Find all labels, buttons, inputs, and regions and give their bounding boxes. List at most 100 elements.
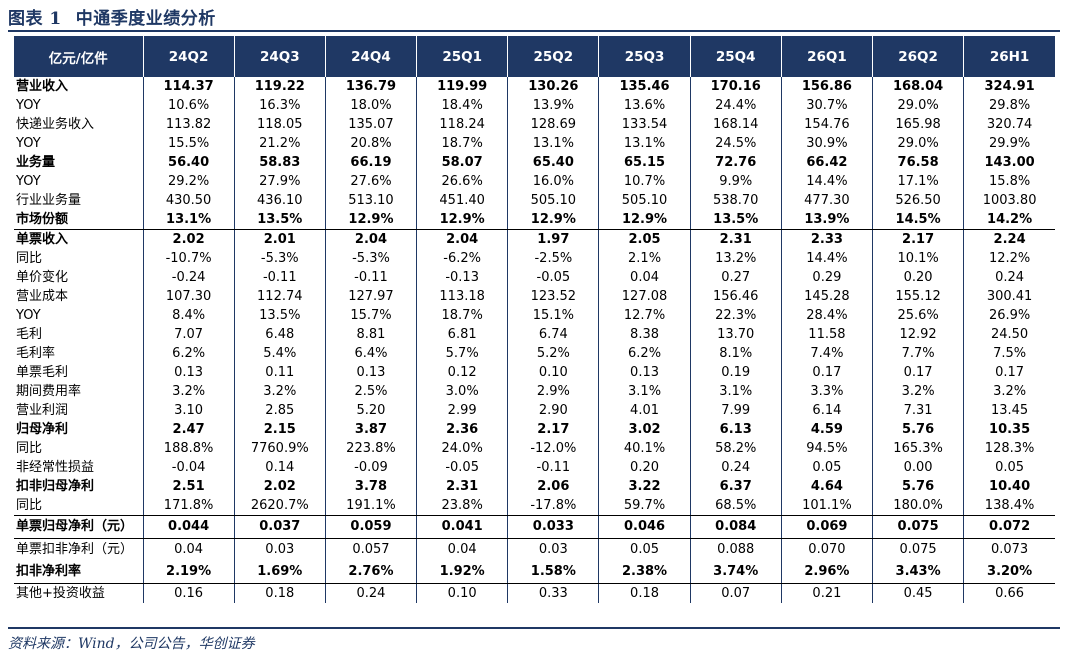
table-cell: 2.85: [233, 401, 326, 420]
top-rule: [8, 30, 1060, 32]
table-cell: -0.11: [507, 458, 599, 477]
row-label: 单价变化: [16, 270, 69, 285]
table-cell: 2.24: [963, 229, 1055, 249]
table-cell: 5.4%: [233, 344, 326, 363]
table-cell: 59.7%: [598, 496, 691, 516]
table-cell: 2.17: [507, 420, 599, 439]
table-cell: -0.11: [233, 268, 326, 287]
table-row: 单票收入 2.02 2.01 2.04 2.04 1.97 2.05 2.31 2.33 2.17…: [14, 229, 1055, 249]
table-row: 其他+投资收益 0.16 0.18 0.24 0.10 0.33 0.18 0.07 0.21 0…: [14, 583, 1055, 603]
table-cell: 10.40: [963, 477, 1055, 496]
table-cell: -0.24: [142, 268, 235, 287]
table-cell: 127.08: [598, 287, 691, 306]
table-cell: 20.8%: [324, 134, 417, 153]
table-cell: 76.58: [871, 153, 964, 172]
table-row: 市场份额 13.1% 13.5% 12.9% 12.9% 12.9% 12.9% 13.5% 1…: [14, 210, 1055, 230]
table-cell: 3.20%: [963, 561, 1055, 584]
table-cell: 12.9%: [507, 210, 599, 230]
table-cell: 21.2%: [233, 134, 326, 153]
table-cell: 27.9%: [233, 172, 326, 191]
table-cell: 5.2%: [507, 344, 599, 363]
table-cell: 65.15: [598, 153, 691, 172]
table-cell: 3.0%: [416, 382, 508, 401]
table-cell: 0.29: [780, 268, 873, 287]
table-cell: 5.7%: [416, 344, 508, 363]
table-row: 行业业务量 430.50 436.10 513.10 451.40 505.10 505.1…: [14, 191, 1055, 210]
table-cell: 2.01: [233, 229, 326, 249]
table-cell: 7.99: [689, 401, 782, 420]
table-cell: 15.5%: [142, 134, 235, 153]
table-cell: 2.05: [598, 229, 691, 249]
table-cell: 0.072: [963, 515, 1055, 539]
table-cell: 11.58: [780, 325, 873, 344]
table-cell: 0.088: [689, 538, 782, 561]
table-cell: 24.4%: [689, 96, 782, 115]
table-cell: 2.06: [507, 477, 599, 496]
table-cell: 10.6%: [142, 96, 235, 115]
table-cell: 2.33: [780, 229, 873, 249]
table-cell: 2.31: [689, 229, 782, 249]
table-cell: 2.04: [416, 229, 508, 249]
table-cell: 12.9%: [598, 210, 691, 230]
table-cell: 7.5%: [963, 344, 1055, 363]
table-cell: 0.03: [233, 538, 326, 561]
table-cell: 2.15: [233, 420, 326, 439]
table-cell: 0.04: [142, 538, 235, 561]
table-cell: 0.24: [963, 268, 1055, 287]
row-label: 同比: [14, 496, 143, 516]
table-cell: 13.2%: [689, 249, 782, 268]
table-row: 期间费用率 3.2% 3.2% 2.5% 3.0% 2.9% 3.1% 3.1% 3.3% 3.2…: [14, 382, 1055, 401]
table-cell: -2.5%: [507, 249, 599, 268]
table-cell: 119.99: [416, 77, 508, 96]
row-label: 同比: [16, 251, 43, 266]
header-cell-period: 26Q1: [780, 36, 873, 77]
table-cell: 436.10: [233, 191, 326, 210]
table-cell: 526.50: [871, 191, 964, 210]
table-cell: 2.47: [142, 420, 235, 439]
table-cell: 26.6%: [416, 172, 508, 191]
table-cell: 2.90: [507, 401, 599, 420]
table-cell: 145.28: [780, 287, 873, 306]
table-cell: 2.31: [416, 477, 508, 496]
table-cell: 94.5%: [780, 439, 873, 458]
table-cell: 6.2%: [598, 344, 691, 363]
table-row: 毛利率 6.2% 5.4% 6.4% 5.7% 5.2% 6.2% 8.1% 7.4% 7.7% 7…: [14, 344, 1055, 363]
table-cell: 2620.7%: [233, 496, 326, 516]
table-row: 营业收入 114.37 119.22 136.79 119.99 130.26 135.46…: [14, 77, 1055, 96]
table-cell: 0.13: [142, 363, 235, 382]
table-cell: -5.3%: [324, 249, 417, 268]
table-cell: 0.16: [142, 583, 235, 603]
table-cell: 13.70: [689, 325, 782, 344]
table-cell: 23.8%: [416, 496, 508, 516]
table-cell: 130.26: [507, 77, 599, 96]
table-cell: 0.075: [871, 515, 964, 539]
table-row: 同比 171.8% 2620.7% 191.1% 23.8% -17.8% 59.7% 68.…: [14, 496, 1055, 516]
table-cell: 16.3%: [233, 96, 326, 115]
table-cell: 6.37: [689, 477, 782, 496]
table-cell: 10.7%: [598, 172, 691, 191]
table-cell: 0.66: [963, 583, 1055, 603]
table-cell: 0.20: [871, 268, 964, 287]
table-cell: 0.059: [324, 515, 417, 539]
table-cell: 0.17: [780, 363, 873, 382]
quarterly-results-table: 亿元/亿件 24Q2 24Q3 24Q4 25Q1 25Q2 25Q3 25Q4…: [14, 36, 1055, 603]
table-cell: 68.5%: [689, 496, 782, 516]
table-row: 单票归母净利（元） 0.044 0.037 0.059 0.041 0.033 0.046 0…: [14, 515, 1055, 539]
table-cell: 13.45: [963, 401, 1055, 420]
table-cell: 0.13: [598, 363, 691, 382]
header-cell-period: 26H1: [963, 36, 1055, 77]
table-cell: 16.0%: [507, 172, 599, 191]
table-cell: 66.42: [780, 153, 873, 172]
table-cell: 1.58%: [507, 561, 599, 584]
table-cell: 0.04: [598, 268, 691, 287]
header-cell-period: 24Q2: [142, 36, 235, 77]
table-cell: 29.2%: [142, 172, 235, 191]
source-note: 资料来源：Wind，公司公告，华创证券: [8, 636, 255, 652]
table-cell: 1003.80: [963, 191, 1055, 210]
table-cell: 8.38: [598, 325, 691, 344]
table-cell: 143.00: [963, 153, 1055, 172]
table-cell: 14.4%: [780, 172, 873, 191]
table-row: 扣非归母净利 2.51 2.02 3.78 2.31 2.06 3.22 6.37 4.64 5.…: [14, 477, 1055, 496]
bottom-rule: [8, 627, 1060, 629]
table-cell: 324.91: [963, 77, 1055, 96]
